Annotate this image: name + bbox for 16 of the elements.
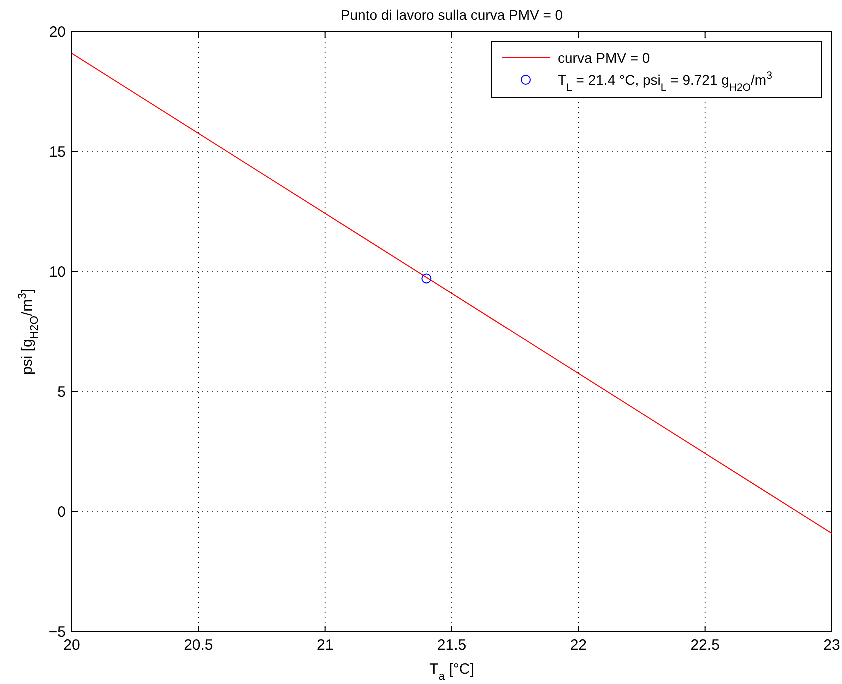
legend-label: T$_{L}$ = 21.4 °C, psi$_{L}$ = 9.721 g$_{H2O}$/m$^{3}$ [558, 70, 773, 94]
x-tick-label: 21.5 [437, 637, 467, 654]
y-tick-label: 15 [49, 144, 66, 161]
x-tick-label: 22.5 [690, 637, 720, 654]
y-tick-label: 10 [49, 264, 66, 281]
chart-title: Punto di lavoro sulla curva PMV = 0 [340, 7, 564, 23]
y-tick-label: −5 [48, 624, 66, 641]
y-tick-label: 5 [58, 384, 66, 401]
y-tick-label: 20 [49, 24, 66, 41]
x-axis-title: T$_{a}$ [°C] [430, 661, 474, 683]
x-tick-label: 23 [824, 637, 840, 654]
x-tick-label: 21 [316, 637, 334, 654]
x-tick-label: 20.5 [184, 637, 214, 654]
x-tick-label: 22 [570, 637, 588, 654]
legend-label: curva PMV = 0 [558, 50, 650, 66]
y-tick-label: 0 [58, 504, 66, 521]
